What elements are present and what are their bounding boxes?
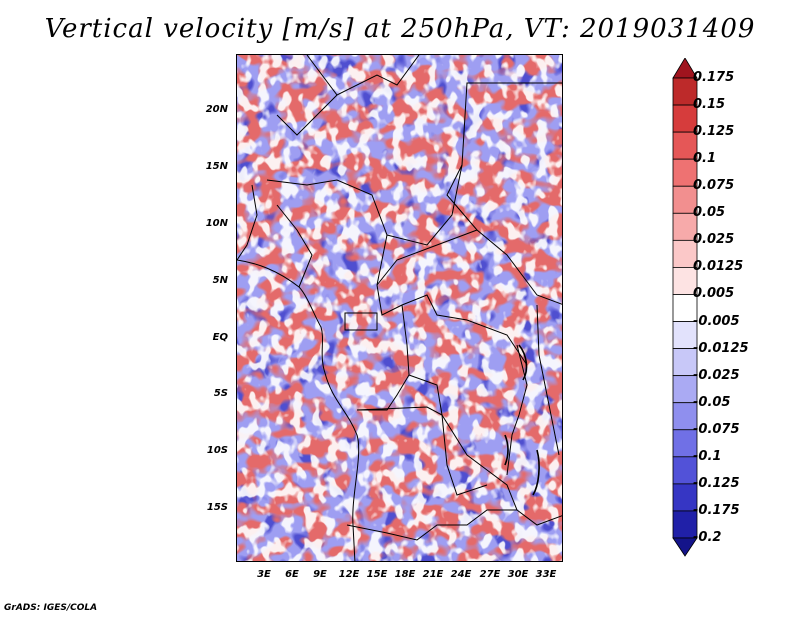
country-borders bbox=[237, 55, 562, 561]
colorbar-box bbox=[672, 456, 698, 485]
lat-label: 10N bbox=[205, 218, 228, 229]
colorbar-box bbox=[672, 294, 698, 322]
lon-label: 27E bbox=[479, 569, 501, 580]
colorbar-box bbox=[672, 212, 698, 241]
lon-label: 18E bbox=[394, 569, 416, 580]
colorbar-label: 0.05 bbox=[693, 205, 726, 221]
colorbar-label: 0.075 bbox=[693, 178, 735, 194]
lat-label: 15S bbox=[206, 502, 228, 513]
lat-label: 15N bbox=[205, 161, 228, 172]
colorbar-box bbox=[672, 158, 698, 187]
lon-label: 21E bbox=[422, 569, 444, 580]
colorbar-label: -0.075 bbox=[693, 421, 740, 437]
colorbar-label: -0.2 bbox=[693, 530, 722, 545]
lon-label: 30E bbox=[507, 569, 529, 580]
colorbar-label: 0.005 bbox=[693, 286, 735, 302]
colorbar-label: 0.125 bbox=[693, 124, 735, 140]
lon-label: 3E bbox=[257, 569, 271, 580]
vertical-velocity-field bbox=[237, 55, 562, 561]
colorbar-box bbox=[672, 104, 698, 133]
footer-credit: GrADS: IGES/COLA bbox=[4, 603, 98, 613]
colorbar-box bbox=[672, 402, 698, 431]
colorbar-label: 0.175 bbox=[693, 70, 735, 85]
colorbar-label: -0.175 bbox=[693, 502, 740, 518]
lon-label: 33E bbox=[535, 569, 557, 580]
lat-label: 20N bbox=[205, 104, 228, 115]
colorbar-label: -0.125 bbox=[693, 475, 740, 491]
lon-label: 24E bbox=[450, 569, 472, 580]
colorbar-box bbox=[672, 510, 698, 539]
colorbar-box bbox=[672, 348, 698, 377]
field-neutral-cells bbox=[237, 55, 562, 561]
colorbar-label: 0.0125 bbox=[693, 259, 744, 275]
lat-label: 10S bbox=[206, 445, 228, 456]
colorbar-label: 0.15 bbox=[693, 97, 726, 113]
chart-title: Vertical velocity [m/s] at 250hPa, VT: 2… bbox=[44, 14, 756, 44]
lat-label: 5N bbox=[212, 275, 228, 286]
colorbar-label: -0.05 bbox=[693, 394, 731, 410]
lon-label: 15E bbox=[366, 569, 388, 580]
colorbar-box bbox=[672, 77, 698, 106]
lat-label: EQ bbox=[212, 332, 228, 343]
lon-label: 12E bbox=[338, 569, 360, 580]
colorbar-box bbox=[672, 429, 698, 458]
colorbar-box bbox=[672, 375, 698, 404]
map-panel bbox=[236, 54, 563, 562]
colorbar-label: -0.0125 bbox=[693, 340, 749, 356]
colorbar-label: -0.1 bbox=[693, 448, 722, 464]
lakes bbox=[504, 344, 540, 496]
colorbar-box bbox=[672, 267, 698, 295]
colorbar-box bbox=[672, 483, 698, 512]
lon-label: 9E bbox=[313, 569, 327, 580]
colorbar-label: -0.005 bbox=[693, 313, 740, 329]
lat-label: 5S bbox=[213, 388, 228, 399]
colorbar-box bbox=[672, 537, 698, 557]
colorbar-box bbox=[672, 321, 698, 349]
colorbar-label: 0.025 bbox=[693, 232, 735, 248]
colorbar-label: -0.025 bbox=[693, 367, 740, 383]
colorbar bbox=[672, 58, 698, 557]
colorbar-box bbox=[672, 239, 698, 268]
lon-label: 6E bbox=[285, 569, 299, 580]
colorbar-label: 0.1 bbox=[693, 151, 717, 167]
